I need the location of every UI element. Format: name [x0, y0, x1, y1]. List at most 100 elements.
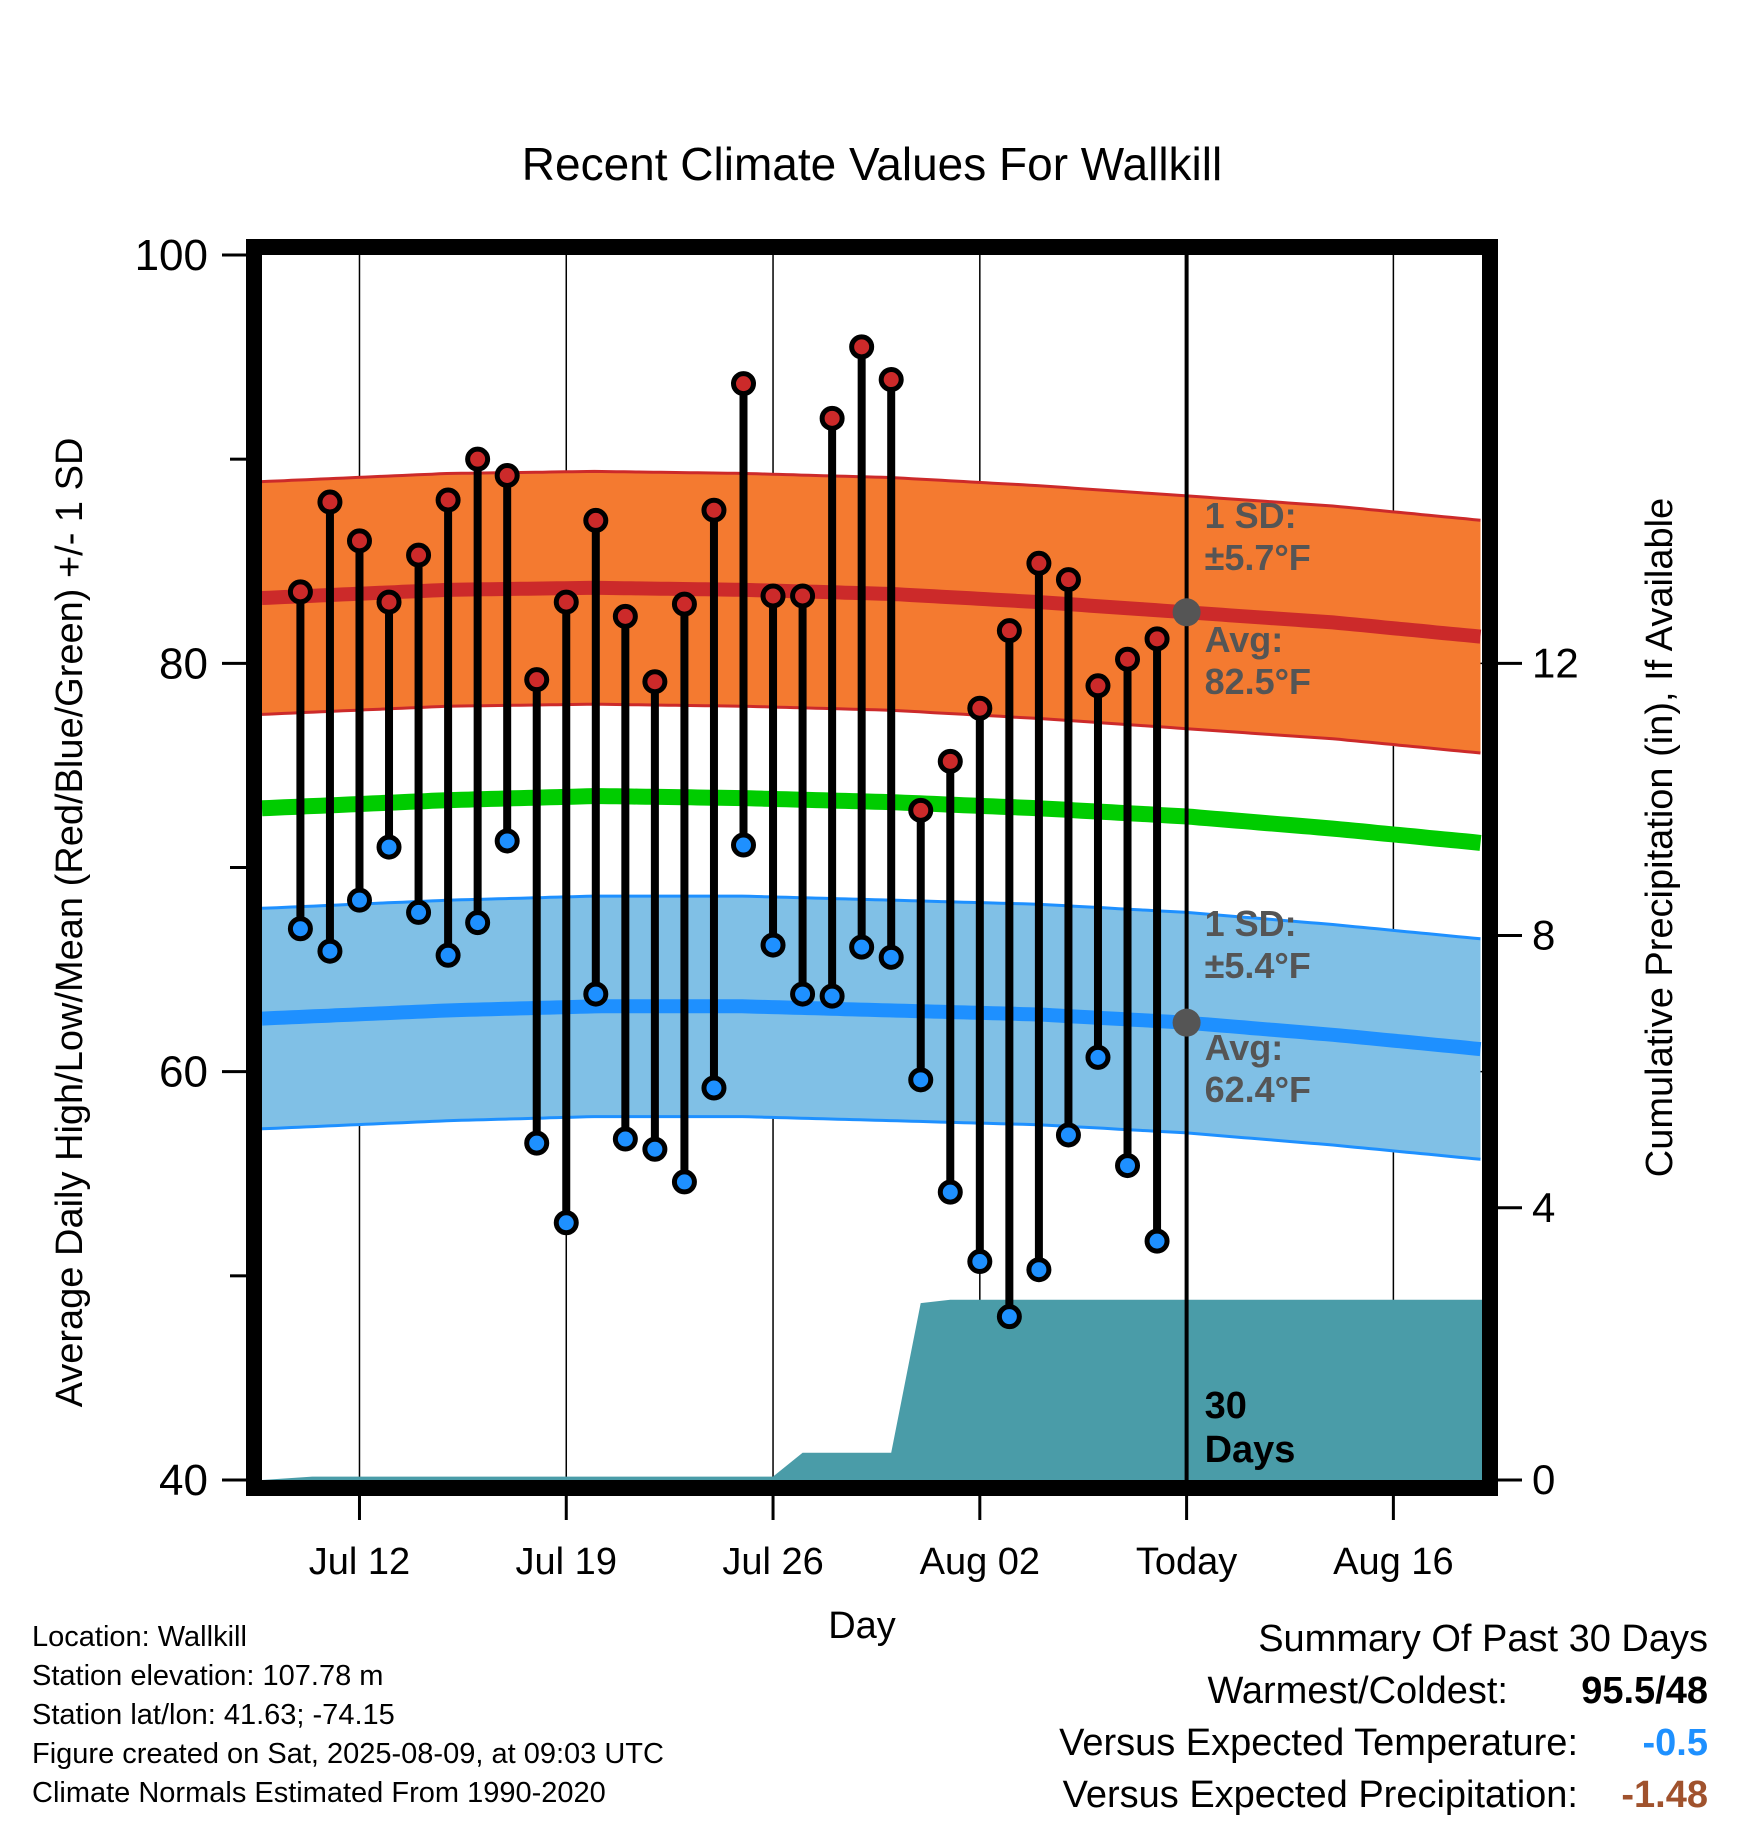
daily-high-point [435, 487, 461, 513]
x-tick-label: Jul 19 [516, 1541, 617, 1583]
elevation-text: Station elevation: 107.78 m [32, 1660, 384, 1692]
daily-low-point [701, 1075, 727, 1101]
daily-low-point [1085, 1044, 1111, 1070]
chart-title: Recent Climate Values For Wallkill [522, 138, 1222, 190]
normal-high-line [261, 580, 1482, 644]
daily-low-point [671, 1169, 697, 1195]
y2-tick-label: 8 [1532, 912, 1555, 959]
y2-tick-label: 4 [1532, 1184, 1555, 1231]
high-sd-value: ±5.7°F [1205, 537, 1311, 578]
daily-high-point [494, 463, 520, 488]
daily-high-point [937, 748, 963, 774]
precip-label: Versus Expected Precipitation: [1062, 1774, 1578, 1816]
daily-high-point [583, 507, 609, 533]
y-axis-label: Average Daily High/Low/Mean (Red/Blue/Gr… [49, 438, 91, 1408]
x-tick-label: Jul 12 [309, 1541, 410, 1583]
normals-text: Climate Normals Estimated From 1990-2020 [32, 1777, 606, 1809]
x-tick-label: Jul 26 [722, 1541, 823, 1583]
high-sd-band-upper-edge [261, 469, 1481, 522]
summary-temp-row: Versus Expected Temperature: -0.5 [1059, 1722, 1708, 1774]
normal-mean-line [261, 788, 1482, 851]
high-sd-label: 1 SD: [1205, 495, 1297, 536]
daily-high-point [1055, 567, 1081, 593]
low-sd-label: 1 SD: [1205, 903, 1297, 944]
daily-low-point [849, 934, 875, 960]
daily-low-point [1115, 1153, 1141, 1179]
precip-value: -1.48 [1621, 1774, 1708, 1816]
summary-panel: Summary Of Past 30 Days Warmest/Coldest:… [1059, 1618, 1708, 1826]
low-sd-band-upper-edge [261, 894, 1481, 941]
x-tick-label: Today [1136, 1541, 1237, 1583]
precipitation-area [262, 1299, 1482, 1480]
warmest-label: Warmest/Coldest: [1207, 1670, 1508, 1712]
summary-precip-row: Versus Expected Precipitation: -1.48 [1059, 1774, 1708, 1826]
daily-low-point [376, 834, 402, 860]
daily-high-point [1115, 646, 1141, 672]
summary-title-row: Summary Of Past 30 Days [1059, 1618, 1708, 1670]
chart-text: Recent Climate Values For Wallkill Day Ave… [49, 138, 1681, 1647]
daily-high-point [346, 528, 372, 554]
daily-high-point [790, 583, 816, 609]
daily-high-point [1026, 550, 1052, 576]
daily-low-point [494, 828, 520, 854]
station-info: Location: Wallkill Station elevation: 10… [32, 1618, 664, 1813]
daily-high-point [465, 446, 491, 472]
y2-tick-label: 12 [1532, 639, 1579, 686]
daily-low-point [731, 832, 757, 858]
summary-title: Summary Of Past 30 Days [1258, 1618, 1708, 1660]
latlon-text: Station lat/lon: 41.63; -74.15 [32, 1699, 395, 1731]
precip-cumulative-area [262, 1299, 1482, 1480]
daily-low-point [435, 942, 461, 968]
y-tick-label: 40 [159, 1456, 208, 1505]
daily-high-point [878, 367, 904, 393]
daily-high-point [1085, 673, 1111, 699]
x-axis-label: Day [828, 1605, 896, 1647]
daily-low-point [878, 944, 904, 970]
daily-low-point [465, 910, 491, 936]
high-avg-value: 82.5°F [1205, 661, 1311, 702]
today-marker [1172, 255, 1201, 1480]
daily-high-point [524, 667, 550, 693]
normal-low-line [261, 999, 1482, 1057]
daily-high-point [406, 542, 432, 568]
daily-low-point [967, 1249, 993, 1275]
x-tick-label: Aug 16 [1333, 1541, 1453, 1583]
daily-low-point [1144, 1228, 1170, 1254]
x-tick-label: Aug 02 [920, 1541, 1040, 1583]
y-tick-label: 100 [135, 231, 208, 280]
daily-low-point [406, 899, 432, 925]
daily-high-point [317, 489, 343, 515]
daily-high-point [671, 591, 697, 617]
summary-warmest-row: Warmest/Coldest: 95.5/48 [1059, 1670, 1708, 1722]
daily-low-point [1055, 1122, 1081, 1148]
low-sd-band-lower-edge [261, 1115, 1481, 1161]
daily-low-point [287, 916, 313, 942]
daily-low-point [937, 1179, 963, 1205]
daily-low-point [524, 1130, 550, 1156]
plot-border [246, 239, 1498, 1496]
high-sd-band-lower-edge [261, 702, 1481, 755]
daily-high-point [642, 669, 668, 695]
days-number: 30 [1205, 1385, 1247, 1427]
created-text: Figure created on Sat, 2025-08-09, at 09… [32, 1738, 664, 1770]
y-tick-label: 60 [159, 1048, 208, 1097]
daily-low-point [790, 981, 816, 1007]
today-avg-low-marker [1172, 1008, 1201, 1037]
daily-high-point [612, 603, 638, 629]
y2-axis-label: Cumulative Precipitation (in), If Availa… [1639, 498, 1681, 1177]
daily-high-point [908, 797, 934, 823]
daily-low-point [612, 1126, 638, 1152]
daily-low-point [317, 938, 343, 964]
daily-high-point [1144, 626, 1170, 652]
temp-label: Versus Expected Temperature: [1059, 1722, 1578, 1764]
y-tick-label: 80 [159, 639, 208, 688]
warmest-value: 95.5/48 [1581, 1670, 1708, 1712]
daily-high-point [967, 695, 993, 721]
low-avg-label: Avg: [1205, 1027, 1284, 1068]
daily-range-stems [287, 334, 1170, 1330]
y2-tick-label: 0 [1532, 1456, 1555, 1503]
daily-high-point [819, 405, 845, 431]
daily-high-point [996, 618, 1022, 644]
daily-high-point [287, 579, 313, 605]
